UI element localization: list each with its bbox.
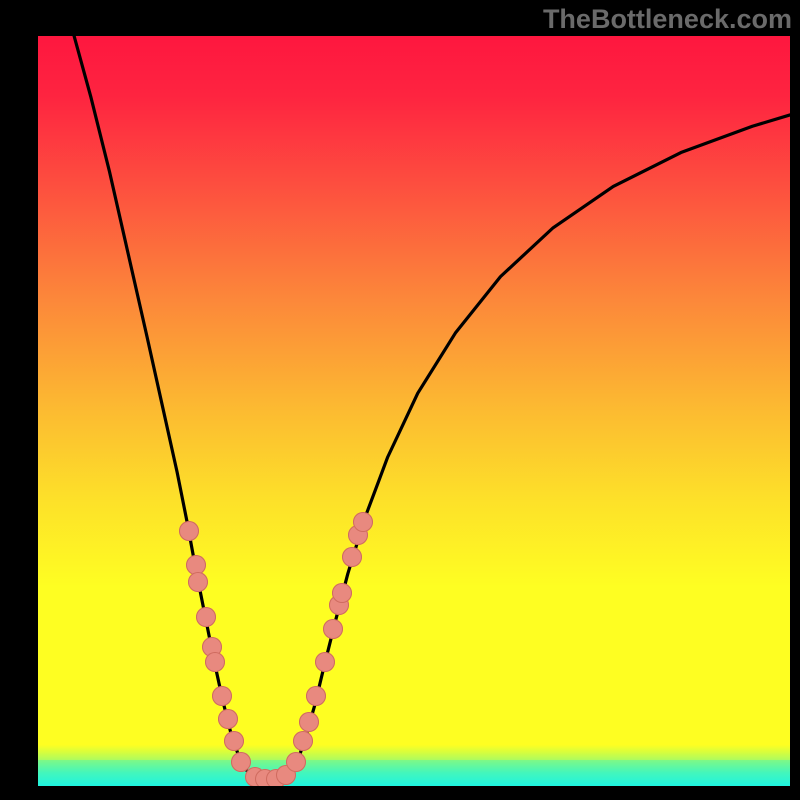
watermark-text: TheBottleneck.com xyxy=(543,4,792,35)
data-dot xyxy=(299,712,319,732)
data-dot xyxy=(224,731,244,751)
data-dot xyxy=(212,686,232,706)
plot-area xyxy=(38,36,790,786)
data-dot xyxy=(353,512,373,532)
bottleneck-curve xyxy=(74,36,790,780)
data-dot xyxy=(323,619,343,639)
data-dot xyxy=(293,731,313,751)
data-dot xyxy=(218,709,238,729)
curve-layer xyxy=(38,36,790,786)
data-dot xyxy=(196,607,216,627)
data-dot xyxy=(342,547,362,567)
data-dot xyxy=(188,572,208,592)
data-dot xyxy=(286,752,306,772)
data-dot xyxy=(315,652,335,672)
data-dot xyxy=(205,652,225,672)
data-dot xyxy=(306,686,326,706)
chart-stage: TheBottleneck.com xyxy=(0,0,800,800)
data-dot xyxy=(179,521,199,541)
data-dot xyxy=(332,583,352,603)
